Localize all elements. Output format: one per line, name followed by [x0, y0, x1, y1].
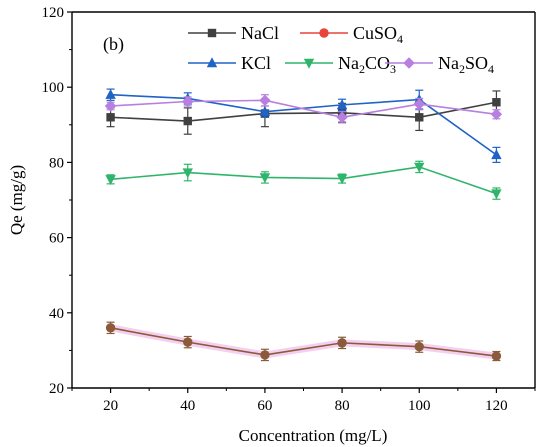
legend-marker	[206, 57, 218, 68]
data-point	[259, 173, 271, 184]
legend-marker	[303, 58, 315, 69]
legend-label: Na2SO4	[438, 53, 494, 76]
series-line	[110, 101, 497, 122]
legend-item-cuso4: CuSO4	[300, 23, 403, 46]
data-point	[492, 98, 501, 107]
x-tick-label: 80	[335, 398, 350, 414]
x-tick-label: 40	[180, 398, 195, 414]
y-tick-label: 20	[49, 381, 64, 397]
legend-item-kcl: KCl	[188, 53, 271, 73]
series-line	[110, 327, 497, 357]
x-tick-label: 100	[408, 398, 431, 414]
data-point	[183, 337, 193, 347]
data-point	[414, 162, 425, 173]
data-point	[337, 338, 347, 348]
legend-marker	[207, 28, 217, 38]
data-point	[260, 350, 270, 360]
data-point	[336, 99, 348, 110]
legend-label: KCl	[241, 53, 271, 73]
x-tick-label: 20	[103, 398, 118, 414]
series-na2so4	[104, 94, 503, 124]
data-point	[105, 323, 116, 333]
data-point	[413, 98, 425, 110]
x-tick-label: 60	[257, 398, 272, 414]
legend-item-na2so4: Na2SO4	[385, 53, 494, 76]
series-line	[110, 166, 497, 195]
data-point	[491, 351, 502, 361]
legend: NaCl CuSO4 KCl Na2CO3 Na2SO4	[188, 23, 494, 76]
data-point	[182, 168, 193, 179]
series-line	[110, 99, 497, 119]
legend-item-nacl: NaCl	[188, 23, 279, 43]
data-point	[106, 113, 115, 122]
data-point	[415, 113, 424, 122]
data-point	[336, 174, 348, 185]
series-cuso4	[105, 321, 502, 362]
legend-marker	[319, 28, 329, 38]
data-point	[183, 116, 192, 126]
legend-label: CuSO4	[353, 23, 403, 46]
data-point	[259, 94, 271, 107]
y-tick-label: 80	[49, 155, 64, 171]
data-point	[105, 89, 116, 99]
data-point	[491, 189, 502, 200]
y-tick-label: 40	[49, 306, 64, 322]
data-point	[104, 100, 117, 112]
legend-item-na2co3: Na2CO3	[285, 53, 396, 76]
plot-area	[104, 88, 503, 362]
x-axis-title: Concentration (mg/L)	[239, 426, 388, 445]
legend-label: Na2CO3	[338, 53, 396, 76]
x-tick-label: 120	[485, 398, 508, 414]
data-point	[105, 175, 116, 186]
data-point	[182, 95, 194, 108]
data-point	[259, 105, 271, 116]
legend-marker	[403, 57, 415, 69]
legend-label: NaCl	[241, 23, 279, 43]
data-point	[491, 149, 502, 160]
axes: 20 40 60 80 100 120 20 40 60 80 100 120	[42, 5, 536, 414]
y-axis-title: Qe (mg/g)	[7, 165, 26, 235]
y-tick-label: 120	[42, 5, 65, 21]
y-tick-label: 100	[42, 80, 65, 96]
y-tick-label: 60	[49, 231, 64, 247]
panel-label: (b)	[103, 34, 124, 55]
series-na2co3	[105, 160, 502, 200]
data-point	[414, 341, 424, 352]
data-point	[490, 108, 503, 120]
data-point	[336, 111, 348, 123]
